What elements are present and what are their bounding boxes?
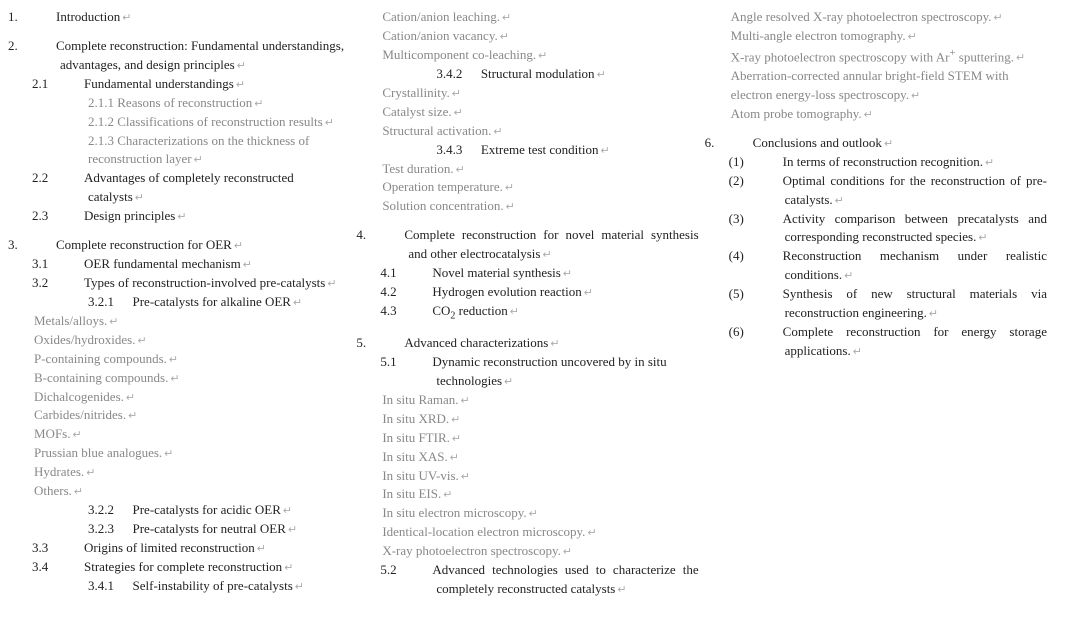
outlook-6: (6)Complete reconstruction for energy st… (731, 323, 1047, 361)
sec-3-2-1: 3.2.1 Pre-catalysts for alkaline OER↵ (34, 293, 350, 312)
sec-2-3-title: Design principles (84, 208, 175, 223)
outlook-5-text: Synthesis of new structural materials vi… (783, 286, 1047, 320)
sec-4-1: 4.1Novel material synthesis↵ (382, 264, 698, 283)
sec-3-2-3-title: Pre-catalysts for neutral OER (133, 521, 286, 536)
sec-2-2-title: Advantages of completely reconstructed c… (84, 170, 294, 204)
list-item: Multi-angle electron tomography.↵ (731, 27, 1047, 46)
sec-1-title: Introduction (56, 9, 120, 24)
sec-4: 4.Complete reconstruction for novel mate… (382, 226, 698, 264)
sec-3-4-title: Strategies for complete reconstruction (84, 559, 282, 574)
list-item: Oxides/hydroxides.↵ (34, 331, 350, 350)
sec-3: 3.Complete reconstruction for OER↵ (34, 236, 350, 255)
list-item: Crystallinity.↵ (382, 84, 698, 103)
sec-4-3-title: CO2 reduction (432, 303, 507, 318)
outlook-4-text: Reconstruction mechanism under realistic… (783, 248, 1047, 282)
sec-6: 6.Conclusions and outlook↵ (731, 134, 1047, 153)
sec-2-title: Complete reconstruction: Fundamental und… (56, 38, 344, 72)
sec-4-2-title: Hydrogen evolution reaction (432, 284, 581, 299)
sec-5-2-title: Advanced technologies used to characteri… (432, 562, 698, 596)
toc-page: 1.Introduction↵ 2.Complete reconstructio… (0, 0, 1075, 619)
list-item: In situ XAS.↵ (382, 448, 698, 467)
sec-2-2: 2.2Advantages of completely reconstructe… (34, 169, 350, 207)
list-item: Cation/anion vacancy.↵ (382, 27, 698, 46)
sec-6-title: Conclusions and outlook (753, 135, 882, 150)
list-item: Identical-location electron microscopy.↵ (382, 523, 698, 542)
list-item: Hydrates.↵ (34, 463, 350, 482)
list-item: Multicomponent co-leaching.↵ (382, 46, 698, 65)
outlook-1: (1)In terms of reconstruction recognitio… (731, 153, 1047, 172)
sec-5-1-title: Dynamic reconstruction uncovered by in s… (432, 354, 666, 388)
list-item: Cation/anion leaching.↵ (382, 8, 698, 27)
sec-3-2-2-title: Pre-catalysts for acidic OER (133, 502, 281, 517)
sec-2-3: 2.3Design principles↵ (34, 207, 350, 226)
list-item: Carbides/nitrides.↵ (34, 406, 350, 425)
sec-2: 2.Complete reconstruction: Fundamental u… (34, 37, 350, 75)
sec-1: 1.Introduction↵ (34, 8, 350, 27)
outlook-6-text: Complete reconstruction for energy stora… (783, 324, 1047, 358)
sec-5: 5.Advanced characterizations↵ (382, 334, 698, 353)
sec-2-1: 2.1Fundamental understandings↵ (34, 75, 350, 94)
list-item: In situ XRD.↵ (382, 410, 698, 429)
list-item: Test duration.↵ (382, 160, 698, 179)
sec-2-1-title: Fundamental understandings (84, 76, 234, 91)
sec-3-3: 3.3Origins of limited reconstruction↵ (34, 539, 350, 558)
list-item: B-containing compounds.↵ (34, 369, 350, 388)
sec-3-2: 3.2Types of reconstruction-involved pre-… (34, 274, 350, 293)
list-item: Dichalcogenides.↵ (34, 388, 350, 407)
list-item: Solution concentration.↵ (382, 197, 698, 216)
sec-3-4-1-title: Self-instability of pre-catalysts (133, 578, 293, 593)
sec-3-4-1: 3.4.1 Self-instability of pre-catalysts↵ (34, 577, 350, 596)
list-item: P-containing compounds.↵ (34, 350, 350, 369)
sec-3-1: 3.1OER fundamental mechanism↵ (34, 255, 350, 274)
sec-3-1-title: OER fundamental mechanism (84, 256, 241, 271)
outlook-2: (2)Optimal conditions for the reconstruc… (731, 172, 1047, 210)
sec-5-title: Advanced characterizations (404, 335, 548, 350)
list-item: Operation temperature.↵ (382, 178, 698, 197)
list-item: X-ray photoelectron spectroscopy with Ar… (731, 46, 1047, 67)
outlook-4: (4)Reconstruction mechanism under realis… (731, 247, 1047, 285)
sec-3-4-3: 3.4.3 Extreme test condition↵ (382, 141, 698, 160)
sec-3-2-title: Types of reconstruction-involved pre-cat… (84, 275, 325, 290)
sec-3-4-3-title: Extreme test condition (481, 142, 599, 157)
sec-3-4: 3.4Strategies for complete reconstructio… (34, 558, 350, 577)
outlook-5: (5)Synthesis of new structural materials… (731, 285, 1047, 323)
list-item: Catalyst size.↵ (382, 103, 698, 122)
sec-3-3-title: Origins of limited reconstruction (84, 540, 255, 555)
list-item: Others.↵ (34, 482, 350, 501)
list-item: Structural activation.↵ (382, 122, 698, 141)
outlook-2-text: Optimal conditions for the reconstructio… (783, 173, 1047, 207)
list-item: In situ FTIR.↵ (382, 429, 698, 448)
list-item: Metals/alloys.↵ (34, 312, 350, 331)
sec-3-4-2-title: Structural modulation (481, 66, 595, 81)
list-item: MOFs.↵ (34, 425, 350, 444)
sec-3-2-3: 3.2.3 Pre-catalysts for neutral OER↵ (34, 520, 350, 539)
sec-3-title: Complete reconstruction for OER (56, 237, 232, 252)
list-item: X-ray photoelectron spectroscopy.↵ (382, 542, 698, 561)
list-item: In situ EIS.↵ (382, 485, 698, 504)
sec-5-2: 5.2Advanced technologies used to charact… (382, 561, 698, 599)
sec-4-2: 4.2Hydrogen evolution reaction↵ (382, 283, 698, 302)
sec-3-2-2: 3.2.2 Pre-catalysts for acidic OER↵ (34, 501, 350, 520)
sec-2-1-3: 2.1.3 Characterizations on the thickness… (34, 132, 350, 170)
list-item: Angle resolved X-ray photoelectron spect… (731, 8, 1047, 27)
list-item: In situ Raman.↵ (382, 391, 698, 410)
sec-2-1-2: 2.1.2 Classifications of reconstruction … (34, 113, 350, 132)
sec-3-2-1-title: Pre-catalysts for alkaline OER (133, 294, 291, 309)
outlook-3-text: Activity comparison between precatalysts… (783, 211, 1047, 245)
sec-3-4-2: 3.4.2 Structural modulation↵ (382, 65, 698, 84)
sec-4-3: 4.3CO2 reduction↵ (382, 302, 698, 324)
sec-2-1-1: 2.1.1 Reasons of reconstruction↵ (34, 94, 350, 113)
list-item: In situ UV-vis.↵ (382, 467, 698, 486)
list-item: Prussian blue analogues.↵ (34, 444, 350, 463)
outlook-3: (3)Activity comparison between precataly… (731, 210, 1047, 248)
list-item: In situ electron microscopy.↵ (382, 504, 698, 523)
sec-5-1: 5.1Dynamic reconstruction uncovered by i… (382, 353, 698, 391)
list-item: Aberration-corrected annular bright-fiel… (731, 67, 1047, 105)
sec-4-1-title: Novel material synthesis (432, 265, 561, 280)
list-item: Atom probe tomography.↵ (731, 105, 1047, 124)
outlook-1-text: In terms of reconstruction recognition. (783, 154, 983, 169)
